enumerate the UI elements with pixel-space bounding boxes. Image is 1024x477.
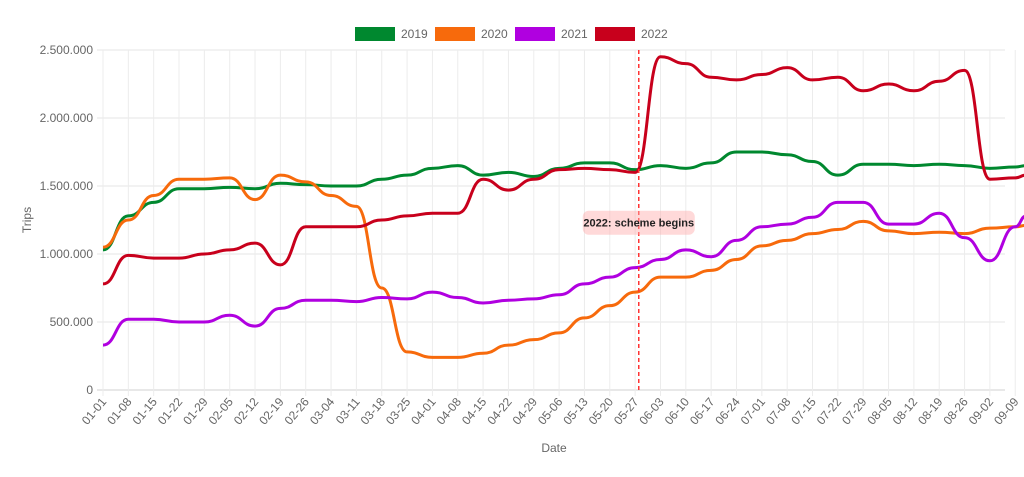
x-tick-label: 02-12 <box>231 395 262 428</box>
x-tick-label: 08-05 <box>864 395 895 428</box>
x-tick-label: 06-24 <box>712 395 743 428</box>
x-tick-label: 02-19 <box>256 395 287 428</box>
x-tick-label: 09-02 <box>966 395 997 428</box>
legend-swatch-2020 <box>435 27 475 41</box>
series-line-2021 <box>102 200 1024 347</box>
x-tick-label: 04-15 <box>459 395 490 428</box>
x-tick-label: 05-27 <box>611 395 642 428</box>
x-tick-label: 06-03 <box>636 395 667 428</box>
grid <box>97 49 1016 396</box>
x-tick-label: 03-18 <box>358 395 389 428</box>
annotation-label: 2022: scheme begins <box>583 218 694 230</box>
annotation-label-box <box>582 210 695 235</box>
x-axis: 01-0101-0801-1501-2201-2902-0502-1202-19… <box>79 395 1022 428</box>
x-tick-label: 08-12 <box>890 395 921 428</box>
x-tick-label: 01-29 <box>180 395 211 428</box>
series-line-2019 <box>102 150 1024 252</box>
y-tick-label: 2.500.000 <box>40 43 94 57</box>
x-axis-title: Date <box>541 441 567 455</box>
x-tick-label: 05-20 <box>586 395 617 428</box>
x-tick-label: 02-05 <box>206 395 237 428</box>
x-tick-label: 01-08 <box>104 395 135 428</box>
x-tick-label: 02-26 <box>282 395 313 428</box>
y-tick-label: 1.000.000 <box>40 247 94 261</box>
legend: 2019 2020 2021 2022 <box>355 27 668 41</box>
x-tick-label: 07-08 <box>763 395 794 428</box>
x-tick-label: 09-09 <box>991 395 1022 428</box>
x-tick-label: 07-29 <box>839 395 870 428</box>
series-line-2020 <box>102 173 1024 359</box>
y-tick-label: 0 <box>86 383 93 397</box>
x-tick-label: 05-13 <box>560 395 591 428</box>
x-tick-label: 04-22 <box>484 395 515 428</box>
series-line-2022 <box>102 55 1024 286</box>
x-tick-label: 07-01 <box>738 395 769 428</box>
x-tick-label: 07-15 <box>788 395 819 428</box>
legend-swatch-2021 <box>515 27 555 41</box>
x-tick-label: 06-10 <box>662 395 693 428</box>
x-tick-label: 04-29 <box>510 395 541 428</box>
x-tick-label: 08-19 <box>915 395 946 428</box>
series-lines <box>102 55 1024 359</box>
x-tick-label: 01-22 <box>155 395 186 428</box>
y-axis: 0 500.000 1.000.000 1.500.000 2.000.000 2.500… <box>40 43 94 397</box>
x-tick-label: 03-11 <box>333 395 363 427</box>
x-tick-label: 03-25 <box>383 395 414 428</box>
legend-label-2019: 2019 <box>401 27 428 41</box>
legend-label-2020: 2020 <box>481 27 508 41</box>
legend-swatch-2022 <box>595 27 635 41</box>
x-tick-label: 01-15 <box>130 395 161 428</box>
legend-label-2022: 2022 <box>641 27 668 41</box>
x-tick-label: 04-01 <box>408 395 439 428</box>
y-tick-label: 1.500.000 <box>40 179 94 193</box>
x-tick-label: 06-17 <box>687 395 718 428</box>
y-axis-title: Trips <box>20 207 34 233</box>
x-tick-label: 04-08 <box>434 395 465 428</box>
x-tick-label: 05-06 <box>535 395 566 428</box>
annotation: 2022: scheme begins <box>582 50 695 390</box>
y-tick-label: 500.000 <box>50 315 94 329</box>
x-tick-label: 01-01 <box>79 395 110 428</box>
y-tick-label: 2.000.000 <box>40 111 94 125</box>
legend-swatch-2019 <box>355 27 395 41</box>
legend-label-2021: 2021 <box>561 27 588 41</box>
x-tick-label: 08-26 <box>940 395 971 428</box>
x-tick-label: 07-22 <box>814 395 845 428</box>
x-tick-label: 03-04 <box>307 395 338 428</box>
